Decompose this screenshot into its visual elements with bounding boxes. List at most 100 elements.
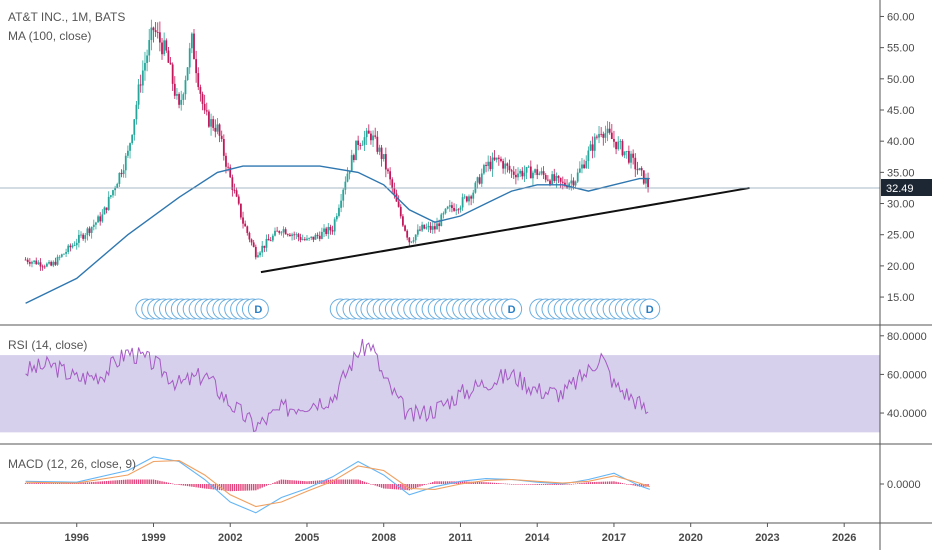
candle-body — [71, 245, 74, 248]
macd-histogram-bar — [342, 479, 344, 484]
candle-body — [444, 208, 447, 214]
candle-body — [472, 192, 475, 199]
time-tick-label: 2011 — [449, 532, 473, 544]
candle-body — [421, 224, 423, 231]
candle-body — [103, 207, 106, 215]
dividend-marker[interactable] — [501, 298, 523, 320]
candle-body — [65, 252, 67, 254]
candle-body — [135, 104, 138, 120]
macd-scale[interactable]: 0.0000 — [880, 479, 921, 491]
rsi-scale[interactable]: 80.0000 60.0000 40.0000 — [880, 331, 927, 420]
macd-histogram-bar — [338, 479, 340, 484]
candle-body — [56, 256, 59, 265]
macd-histogram-bar — [88, 482, 91, 484]
macd-histogram-bar — [27, 483, 29, 484]
candle-body — [500, 158, 502, 162]
candle-body — [182, 94, 185, 100]
candle-body — [433, 226, 436, 230]
macd-histogram-bar — [564, 484, 566, 485]
price-tick-label: 15.00 — [887, 292, 915, 304]
macd-histogram-bar — [297, 480, 300, 484]
macd-histogram-bar — [325, 479, 327, 484]
candle-body — [410, 241, 413, 243]
time-tick-label: 1999 — [141, 532, 165, 544]
macd-histogram-bar — [481, 482, 483, 484]
dividend-marker[interactable] — [639, 298, 661, 320]
macd-indicator-label[interactable]: MACD (12, 26, close, 9) — [8, 457, 136, 471]
candle-body — [355, 140, 357, 161]
macd-histogram-bar — [135, 479, 138, 484]
candle-body — [90, 226, 93, 233]
macd-histogram-bar — [63, 483, 65, 484]
ma-indicator-label[interactable]: MA (100, close) — [8, 29, 91, 43]
rsi-tick-label: 80.0000 — [887, 331, 927, 343]
candle-body — [77, 234, 80, 243]
candle-body — [365, 130, 368, 138]
macd-histogram-bar — [353, 479, 355, 484]
macd-histogram-bar — [521, 484, 523, 485]
ma-line — [25, 165, 650, 304]
macd-histogram-bar — [197, 484, 199, 488]
candle-body — [623, 151, 626, 156]
candle-body — [578, 168, 581, 173]
macd-histogram-bar — [628, 484, 630, 485]
candle-body — [346, 173, 349, 182]
candle-body — [48, 261, 50, 264]
candle-body — [416, 229, 419, 235]
candle-body — [572, 180, 575, 186]
macd-histogram-bar — [530, 484, 532, 485]
macd-histogram-bar — [359, 480, 361, 484]
macd-histogram-bar — [167, 482, 170, 484]
candle-body — [148, 40, 151, 56]
trendline[interactable] — [260, 186, 750, 274]
candle-body — [208, 111, 210, 127]
time-tick-label: 2017 — [602, 532, 626, 544]
candle-body — [184, 80, 187, 95]
macd-histogram-bar — [210, 484, 212, 490]
macd-histogram-bar — [41, 483, 44, 484]
price-scale[interactable]: 60.00 55.00 50.00 45.00 40.00 35.00 30.00 25.00… — [880, 11, 915, 304]
macd-histogram-bar — [498, 483, 500, 484]
time-scale[interactable]: 1996 1999 2002 2005 2008 2011 2014 2017 2020 2023… — [65, 523, 857, 544]
candle-body — [642, 170, 645, 184]
candle-body — [506, 163, 509, 166]
macd-histogram-bar — [615, 481, 617, 484]
candle-body — [306, 238, 308, 240]
macd-histogram-bar — [261, 484, 263, 488]
candle-body — [52, 261, 55, 266]
candle-body — [645, 178, 647, 184]
macd-histogram-bar — [523, 484, 526, 485]
macd-histogram-bar — [137, 479, 140, 484]
candle-body — [122, 170, 125, 175]
macd-histogram-bar — [178, 484, 180, 485]
macd-histogram-bar — [225, 484, 227, 491]
macd-histogram-bar — [272, 483, 274, 484]
candle-body — [568, 183, 571, 188]
macd-histogram-bar — [163, 481, 165, 484]
candle-body — [331, 230, 334, 232]
macd-histogram-bar — [602, 481, 604, 484]
macd-histogram-bar — [640, 484, 643, 487]
rsi-indicator-label[interactable]: RSI (14, close) — [8, 338, 87, 352]
candle-body — [282, 229, 285, 233]
candle-body — [297, 234, 300, 238]
candle-body — [293, 234, 296, 236]
macd-histogram-bar — [412, 484, 415, 489]
candle-body — [280, 232, 283, 234]
candle-body — [105, 207, 108, 210]
candle-body — [427, 225, 430, 228]
macd-histogram-bar — [250, 484, 253, 491]
macd-histogram-bar — [440, 481, 442, 484]
macd-histogram-bar — [506, 483, 509, 485]
candle-body — [190, 33, 193, 49]
candle-body — [141, 70, 144, 86]
macd-histogram-bar — [474, 481, 477, 484]
candle-body — [602, 133, 605, 138]
candle-body — [557, 175, 560, 178]
candle-body — [549, 180, 551, 185]
candle-body — [169, 62, 172, 65]
macd-histogram-bar — [99, 481, 101, 484]
candle-body — [525, 167, 528, 173]
dividend-marker[interactable] — [247, 298, 269, 320]
macd-histogram-bar — [589, 482, 592, 484]
